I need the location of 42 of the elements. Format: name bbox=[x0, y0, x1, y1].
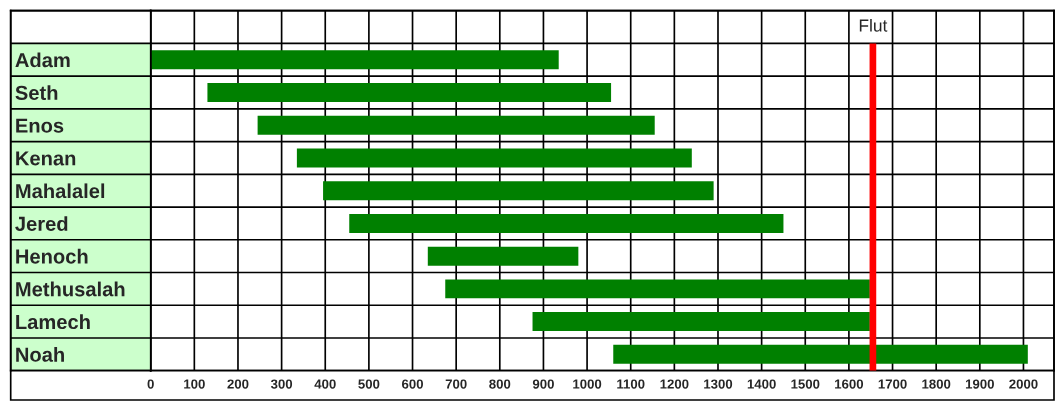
x-tick-label: 1100 bbox=[617, 379, 645, 389]
y-tick-label: Lamech bbox=[16, 314, 90, 330]
x-tick-label: 600 bbox=[402, 379, 423, 389]
x-tick-label: 100 bbox=[184, 379, 205, 389]
x-tick-label: 900 bbox=[532, 379, 554, 389]
y-tick-label: Seth bbox=[15, 85, 58, 101]
x-tick-label: 0 bbox=[147, 379, 154, 389]
bar bbox=[445, 279, 870, 299]
y-tick-label: Mahalalel bbox=[16, 183, 105, 199]
y-tick-label: Henoch bbox=[16, 248, 88, 264]
x-tick-label: 1300 bbox=[704, 379, 733, 389]
bar bbox=[296, 148, 692, 168]
x-tick-label: 1900 bbox=[965, 379, 994, 389]
x-tick-label: 1000 bbox=[573, 379, 602, 389]
bar bbox=[532, 312, 870, 332]
bar bbox=[613, 344, 1028, 364]
bar bbox=[207, 83, 612, 103]
bar bbox=[427, 246, 579, 266]
x-tick-label: 2000 bbox=[1009, 379, 1038, 389]
x-tick-label: 1700 bbox=[878, 379, 907, 389]
y-tick-label: Adam bbox=[15, 52, 70, 68]
bar bbox=[257, 115, 655, 135]
x-tick-label: 1200 bbox=[660, 379, 689, 389]
bar bbox=[323, 181, 714, 201]
x-tick-label: 1800 bbox=[922, 379, 951, 389]
y-tick-label: Enos bbox=[16, 118, 64, 133]
x-tick-label: 1500 bbox=[791, 379, 820, 389]
bar bbox=[349, 213, 784, 233]
y-tick-label: Methusalah bbox=[16, 281, 125, 297]
x-tick-label: 800 bbox=[489, 379, 511, 389]
ref-line-label: Flut bbox=[859, 18, 888, 32]
y-tick-label: Jered bbox=[15, 216, 68, 231]
x-tick-label: 1400 bbox=[747, 379, 776, 389]
x-tick-label: 400 bbox=[314, 379, 336, 389]
y-tick-label: Noah bbox=[16, 347, 64, 362]
y-tick-label: Kenan bbox=[16, 151, 76, 166]
bar bbox=[150, 50, 559, 70]
x-tick-label: 1600 bbox=[835, 379, 864, 389]
x-tick-label: 200 bbox=[227, 379, 249, 389]
x-tick-label: 500 bbox=[358, 379, 380, 389]
x-tick-label: 300 bbox=[270, 379, 293, 389]
x-tick-label: 700 bbox=[445, 379, 467, 389]
